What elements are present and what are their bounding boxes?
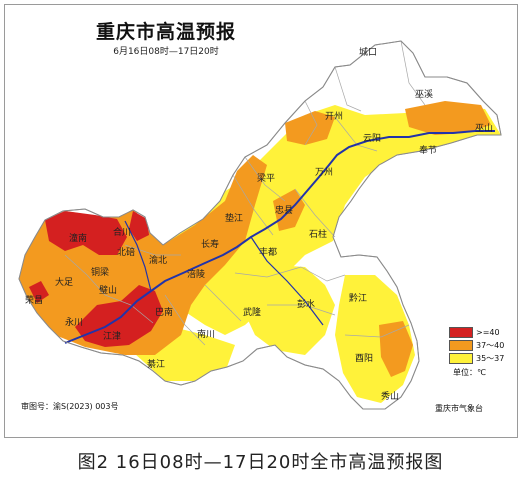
- place-nanchuan: 南川: [197, 330, 216, 340]
- place-tongnan: 潼南: [69, 234, 88, 244]
- place-yubei: 渝北: [149, 256, 168, 266]
- place-rongchang: 荣昌: [25, 296, 44, 306]
- yangtze-river: [64, 130, 495, 344]
- place-liangping: 梁平: [257, 174, 276, 184]
- legend-unit: 单位：℃: [453, 368, 486, 377]
- place-yongchuan: 永川: [65, 318, 84, 328]
- place-chengkou: 城口: [359, 48, 378, 58]
- map-source: 重庆市气象台: [435, 404, 483, 413]
- heat-map: [18, 40, 502, 410]
- place-youyang: 酉阳: [355, 354, 374, 364]
- place-qijiang: 綦江: [147, 360, 166, 370]
- place-fengdu: 丰都: [259, 248, 278, 258]
- place-wushan: 巫山: [475, 124, 494, 134]
- place-shizhu: 石柱: [309, 230, 328, 240]
- place-dazu: 大足: [55, 278, 74, 288]
- map-frame: 重庆市高温预报 6月16日08时—17日20时 城口 巫溪 巫山 开州 云阳 奉…: [4, 4, 518, 438]
- place-jiangjin: 江津: [103, 332, 122, 342]
- legend-item-35-37: 35～37: [449, 353, 504, 364]
- legend-swatch: [449, 327, 473, 338]
- legend-label: >=40: [476, 328, 500, 337]
- legend-item-37-40: 37～40: [449, 340, 504, 351]
- legend-swatch: [449, 340, 473, 351]
- place-tongliang: 铜梁: [91, 268, 110, 278]
- figure-caption: 图2 16日08时—17日20时全市高温预报图: [77, 452, 444, 473]
- approval-number: 审图号：渝S(2023) 003号: [21, 402, 119, 411]
- place-hechuan: 合川: [113, 228, 132, 238]
- map-title: 重庆市高温预报: [95, 21, 236, 43]
- place-banan: 巴南: [155, 308, 174, 318]
- map-legend: >=40 37～40 35～37: [449, 327, 504, 366]
- legend-label: 35～37: [476, 354, 505, 363]
- place-fuling: 涪陵: [187, 270, 206, 280]
- place-pengshui: 彭水: [297, 300, 316, 310]
- wujiang-river: [250, 236, 324, 326]
- place-wuxi: 巫溪: [415, 90, 434, 100]
- place-dianjiang: 垫江: [225, 214, 244, 224]
- place-xiushan: 秀山: [381, 392, 400, 402]
- place-beibei: 北碚: [117, 248, 136, 258]
- map-subtitle: 6月16日08时—17日20时: [113, 47, 219, 57]
- place-qianjiang: 黔江: [349, 294, 368, 304]
- place-kaizhou: 开州: [325, 112, 344, 122]
- place-fengjie: 奉节: [419, 146, 438, 156]
- district-boundaries: [64, 40, 426, 346]
- legend-item-40-plus: >=40: [449, 327, 504, 338]
- place-changshou: 长寿: [201, 240, 220, 250]
- legend-label: 37～40: [476, 341, 505, 350]
- place-wulong: 武隆: [243, 308, 262, 318]
- place-yunyang: 云阳: [363, 134, 382, 144]
- jialing-river: [124, 220, 152, 292]
- place-wanzhou: 万州: [315, 168, 334, 178]
- heat-zone-40-plus: [29, 211, 163, 347]
- place-zhongxian: 忠县: [275, 206, 294, 216]
- place-bishan: 璧山: [99, 286, 118, 296]
- legend-swatch: [449, 353, 473, 364]
